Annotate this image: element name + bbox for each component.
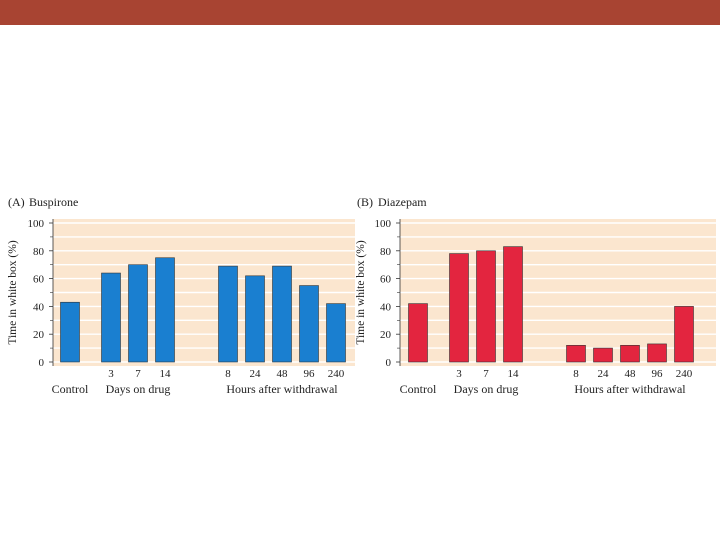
group-label-control: Control: [400, 382, 437, 396]
y-tick-label: 80: [33, 246, 45, 258]
y-tick-label: 60: [380, 274, 392, 286]
x-tick-label: 3: [456, 368, 462, 380]
x-tick-label: 8: [573, 368, 579, 380]
bar-7: [476, 250, 496, 363]
y-tick-label: 100: [375, 218, 392, 230]
chart-title: Buspirone: [29, 195, 78, 209]
group-label-hours-after-withdrawal: Hours after withdrawal: [574, 382, 686, 396]
x-tick-label: 14: [508, 368, 520, 380]
bar-8: [566, 345, 586, 363]
bar-7: [128, 264, 148, 363]
y-tick-label: 60: [33, 274, 45, 286]
bar-3: [449, 253, 469, 363]
chart-panel-buspirone: (A) Buspirone 0 20 40 60 80 100 Time in white bo…: [0, 190, 360, 450]
x-tick-label: 96: [652, 368, 664, 380]
x-tick-label: 96: [304, 368, 316, 380]
y-tick-label: 80: [380, 246, 392, 258]
bar-48: [620, 345, 640, 363]
x-tick-label: 48: [277, 368, 289, 380]
bar-8: [218, 265, 238, 363]
slide-header-bar: [0, 0, 720, 25]
x-tick-label: 240: [328, 368, 345, 380]
bar-96: [299, 285, 319, 363]
chart-title: Diazepam: [378, 195, 427, 209]
y-tick-label: 40: [33, 301, 45, 313]
y-axis-label: Time in white box (%): [7, 240, 19, 345]
y-tick-label: 100: [28, 218, 45, 230]
bar-24: [593, 347, 613, 363]
buspirone-chart: (A) Buspirone 0 20 40 60 80 100 Time in white bo…: [7, 195, 355, 396]
x-tick-label: 24: [598, 368, 610, 380]
chart-panel-diazepam: (B) Diazepam 0 20 40 60 80 100 Time in white box…: [352, 190, 716, 450]
panel-label: (B): [357, 195, 373, 209]
bar-240: [674, 306, 694, 363]
bar-14: [155, 257, 175, 363]
bar-control: [60, 301, 80, 363]
group-label-hours-after-withdrawal: Hours after withdrawal: [226, 382, 338, 396]
bar-240: [326, 303, 346, 363]
y-tick-label: 20: [33, 329, 45, 341]
y-tick-label: 40: [380, 301, 392, 313]
y-axis-label: Time in white box (%): [355, 240, 367, 345]
bar-14: [503, 246, 523, 363]
x-tick-label: 48: [625, 368, 637, 380]
x-tick-label: 7: [483, 368, 489, 380]
x-tick-label: 8: [225, 368, 231, 380]
panel-label: (A): [8, 195, 25, 209]
group-label-days-on-drug: Days on drug: [106, 382, 171, 396]
x-tick-label: 240: [676, 368, 693, 380]
x-tick-label: 24: [250, 368, 262, 380]
group-label-control: Control: [52, 382, 89, 396]
bar-48: [272, 265, 292, 363]
x-tick-label: 7: [135, 368, 141, 380]
bar-3: [101, 272, 121, 363]
y-tick-label: 0: [386, 357, 392, 369]
x-tick-label: 3: [108, 368, 114, 380]
y-tick-label: 0: [39, 357, 45, 369]
bar-24: [245, 275, 265, 363]
diazepam-chart: (B) Diazepam 0 20 40 60 80 100 Time in white box…: [355, 195, 716, 396]
x-tick-label: 14: [160, 368, 172, 380]
group-label-days-on-drug: Days on drug: [454, 382, 519, 396]
y-tick-label: 20: [380, 329, 392, 341]
bar-control: [408, 303, 428, 363]
bar-96: [647, 343, 667, 363]
